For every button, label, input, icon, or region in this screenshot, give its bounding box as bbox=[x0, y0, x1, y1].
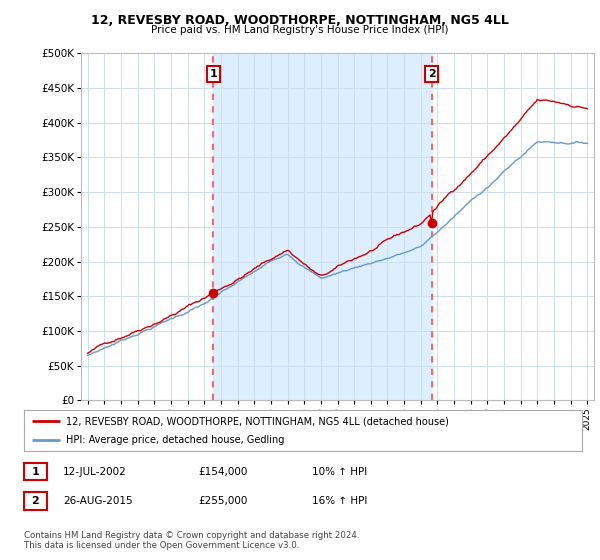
Bar bbox=[213, 53, 431, 400]
Text: £154,000: £154,000 bbox=[198, 466, 247, 477]
Text: 12, REVESBY ROAD, WOODTHORPE, NOTTINGHAM, NG5 4LL (detached house): 12, REVESBY ROAD, WOODTHORPE, NOTTINGHAM… bbox=[66, 417, 449, 426]
Text: 26-AUG-2015: 26-AUG-2015 bbox=[63, 496, 133, 506]
Text: 10% ↑ HPI: 10% ↑ HPI bbox=[312, 466, 367, 477]
Text: 12, REVESBY ROAD, WOODTHORPE, NOTTINGHAM, NG5 4LL: 12, REVESBY ROAD, WOODTHORPE, NOTTINGHAM… bbox=[91, 14, 509, 27]
Text: Contains HM Land Registry data © Crown copyright and database right 2024.
This d: Contains HM Land Registry data © Crown c… bbox=[24, 531, 359, 550]
Text: 2: 2 bbox=[32, 496, 39, 506]
Text: 16% ↑ HPI: 16% ↑ HPI bbox=[312, 496, 367, 506]
Text: Price paid vs. HM Land Registry's House Price Index (HPI): Price paid vs. HM Land Registry's House … bbox=[151, 25, 449, 35]
Text: £255,000: £255,000 bbox=[198, 496, 247, 506]
Text: 12-JUL-2002: 12-JUL-2002 bbox=[63, 466, 127, 477]
Text: 1: 1 bbox=[209, 69, 217, 79]
Text: HPI: Average price, detached house, Gedling: HPI: Average price, detached house, Gedl… bbox=[66, 435, 284, 445]
Text: 1: 1 bbox=[32, 466, 39, 477]
Text: 2: 2 bbox=[428, 69, 436, 79]
